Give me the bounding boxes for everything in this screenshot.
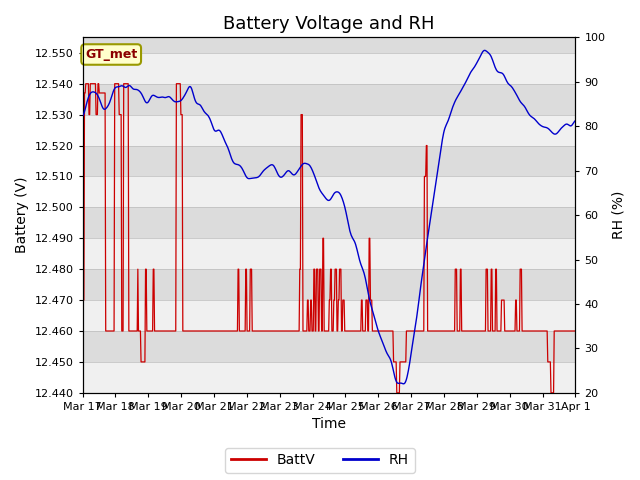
Bar xyxy=(83,207,575,238)
Text: GT_met: GT_met xyxy=(85,48,138,61)
Bar xyxy=(83,300,575,331)
Bar xyxy=(83,53,575,84)
Bar xyxy=(83,238,575,269)
Legend: BattV, RH: BattV, RH xyxy=(225,448,415,473)
Y-axis label: Battery (V): Battery (V) xyxy=(15,177,29,253)
Bar xyxy=(83,84,575,115)
Bar xyxy=(83,177,575,207)
Title: Battery Voltage and RH: Battery Voltage and RH xyxy=(223,15,435,33)
Bar xyxy=(83,115,575,145)
Bar xyxy=(83,145,575,177)
Y-axis label: RH (%): RH (%) xyxy=(611,191,625,239)
Bar xyxy=(83,269,575,300)
X-axis label: Time: Time xyxy=(312,418,346,432)
Bar xyxy=(83,331,575,362)
Bar xyxy=(83,362,575,393)
